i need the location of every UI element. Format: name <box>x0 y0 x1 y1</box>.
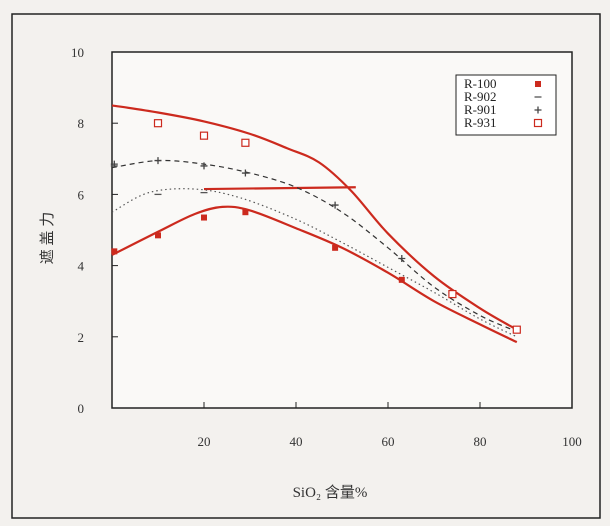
data-point-r-100 <box>155 232 161 239</box>
y-tick-label: 2 <box>78 330 85 345</box>
data-point-r-901 <box>110 160 118 168</box>
data-point-r-931 <box>448 289 457 299</box>
legend-label-r-902: R-902 <box>464 89 497 104</box>
data-point-r-931 <box>241 138 250 147</box>
y-tick-label: 6 <box>78 187 85 202</box>
x-tick-label: 60 <box>382 434 395 449</box>
y-tick-label: 8 <box>78 116 85 131</box>
legend-marker-r-100 <box>535 81 541 87</box>
legend-marker-r-931 <box>533 118 543 128</box>
legend-label-r-100: R-100 <box>464 76 497 91</box>
data-point-r-901 <box>200 162 208 170</box>
x-tick-label: 20 <box>198 434 211 449</box>
points-layer <box>110 119 521 334</box>
legend-marker-r-901 <box>534 106 542 114</box>
dashed-curve <box>111 159 518 333</box>
data-point-r-100 <box>398 276 405 283</box>
curves-layer <box>111 104 518 344</box>
horizontal-red-line <box>203 186 356 191</box>
x-tick-label: 40 <box>290 434 303 449</box>
y-tick-label: 0 <box>78 401 85 416</box>
y-tick-label: 4 <box>78 259 85 274</box>
y-tick-label: 10 <box>71 45 84 60</box>
upper-red-curve <box>111 104 518 331</box>
data-point-r-100 <box>111 248 118 255</box>
data-point-r-100 <box>201 214 207 221</box>
data-point-r-901 <box>331 201 339 209</box>
data-point-r-100 <box>242 209 249 216</box>
data-point-r-931 <box>199 131 209 140</box>
legend-label-r-931: R-931 <box>464 115 497 130</box>
data-point-r-100 <box>332 244 339 251</box>
data-point-r-901 <box>154 157 162 165</box>
data-point-r-931 <box>512 325 521 334</box>
x-tick-label: 100 <box>562 434 582 449</box>
data-point-r-901 <box>398 254 406 262</box>
x-tick-label: 80 <box>474 434 487 449</box>
legend-label-r-901: R-901 <box>464 102 497 117</box>
ticks-layer: 20 40 60 80 100 0 2 4 6 8 10 <box>71 45 582 449</box>
x-axis-label: SiO₂ 含量% <box>293 484 368 501</box>
outer-frame <box>11 13 601 519</box>
y-axis-label: 遮 盖 力 <box>39 212 56 265</box>
lower-red-curve <box>111 205 518 344</box>
data-point-r-931 <box>153 119 163 128</box>
data-point-r-901 <box>241 169 249 177</box>
